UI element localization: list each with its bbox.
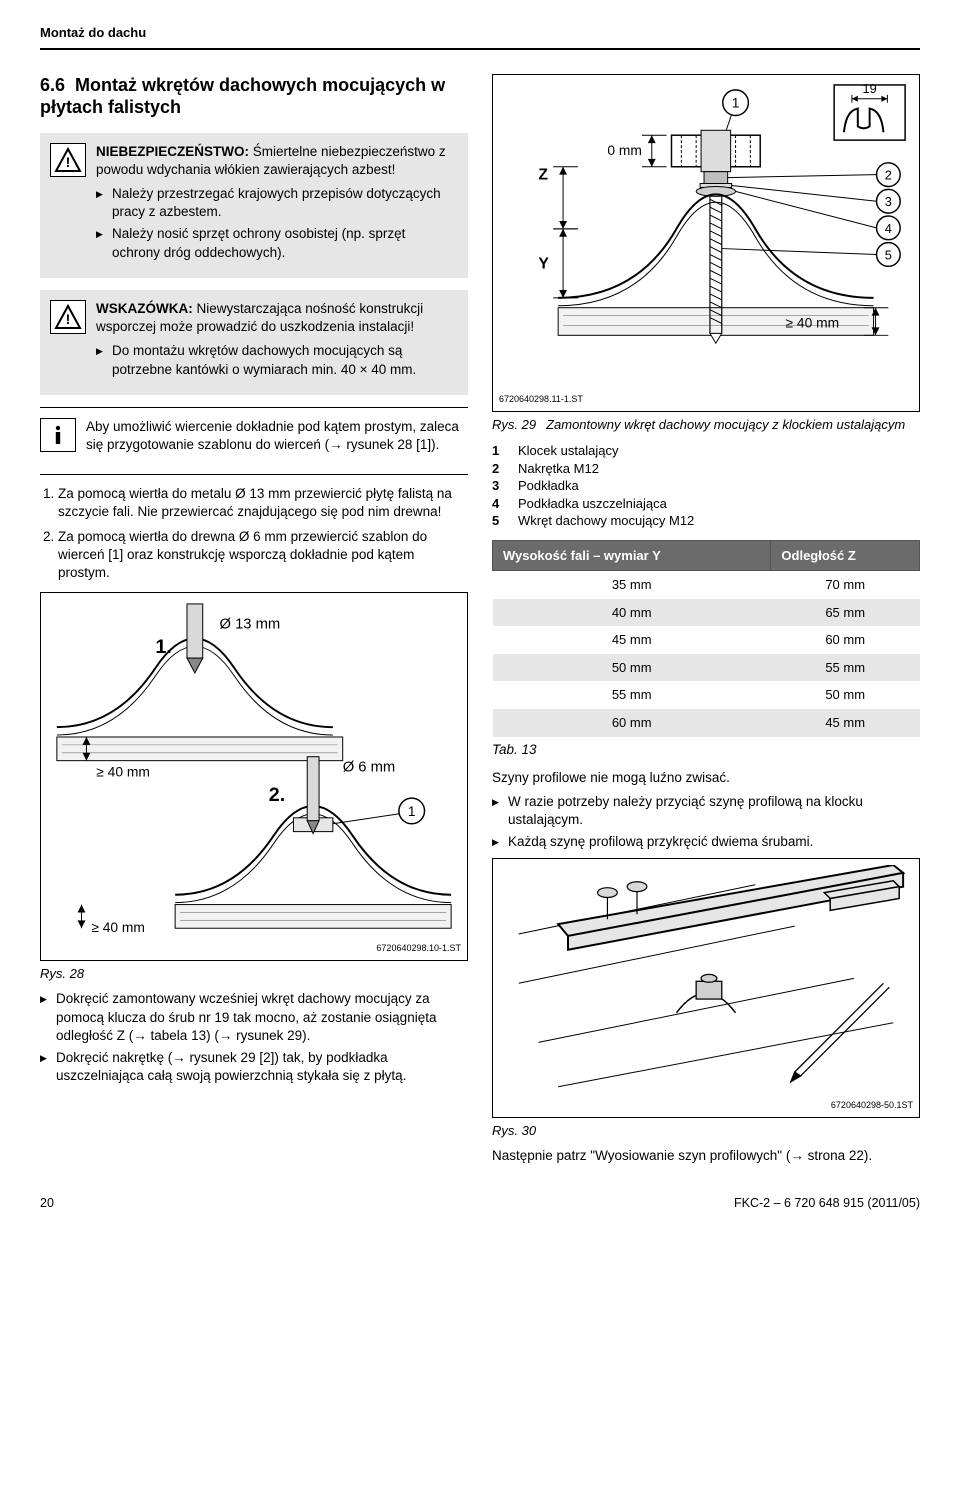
info-text: Aby umożliwić wiercenie dokładnie pod ką… xyxy=(86,418,468,454)
table-13: Wysokość fali – wymiar Y Odległość Z 35 … xyxy=(492,540,920,737)
fig30-caption: Rys. 30 xyxy=(492,1122,920,1140)
section-title: Montaż wkrętów dachowych mocujących w pł… xyxy=(40,75,445,118)
svg-text:!: ! xyxy=(66,154,71,170)
danger-bullet: Należy nosić sprzęt ochrony osobistej (n… xyxy=(96,225,456,261)
step-item: Za pomocą wiertła do metalu Ø 13 mm prze… xyxy=(58,485,468,521)
divider xyxy=(40,474,468,475)
danger-notice: ! NIEBEZPIECZEŃSTWO: Śmiertelne niebezpi… xyxy=(40,133,468,278)
svg-text:Y: Y xyxy=(538,255,549,272)
hint-notice: ! WSKAZÓWKA: Niewystarczająca nośność ko… xyxy=(40,290,468,395)
info-icon xyxy=(40,418,76,452)
svg-text:2.: 2. xyxy=(269,784,285,806)
next-text: Następnie patrz "Wyosiowanie szyn profil… xyxy=(492,1147,920,1165)
danger-label: NIEBEZPIECZEŃSTWO: xyxy=(96,144,249,159)
svg-text:0 mm: 0 mm xyxy=(607,142,641,157)
figure-30-svg xyxy=(499,865,913,1092)
svg-text:1.: 1. xyxy=(155,636,171,658)
svg-text:19: 19 xyxy=(863,81,877,96)
section-heading: 6.6Montaż wkrętów dachowych mocujących w… xyxy=(40,74,468,119)
rails-intro: Szyny profilowe nie mogą luźno zwisać. xyxy=(492,769,920,787)
info-notice: Aby umożliwić wiercenie dokładnie pod ką… xyxy=(40,418,468,462)
bullet-item: Dokręcić nakrętkę (→ rysunek 29 [2]) tak… xyxy=(40,1049,468,1085)
hint-label: WSKAZÓWKA: xyxy=(96,301,193,316)
left-column: 6.6Montaż wkrętów dachowych mocujących w… xyxy=(40,68,468,1166)
step-item: Za pomocą wiertła do drewna Ø 6 mm przew… xyxy=(58,528,468,583)
table-header: Wysokość fali – wymiar Y xyxy=(493,540,771,571)
page-number: 20 xyxy=(40,1195,54,1212)
rails-bullets: W razie potrzeby należy przyciąć szynę p… xyxy=(492,793,920,852)
hint-bullet: Do montażu wkrętów dachowych mocujących … xyxy=(96,342,456,378)
divider xyxy=(40,407,468,408)
warning-triangle-icon: ! xyxy=(50,300,86,334)
svg-text:5: 5 xyxy=(885,247,892,262)
footer-doc-id: FKC-2 – 6 720 648 915 (2011/05) xyxy=(734,1195,920,1212)
table13-caption: Tab. 13 xyxy=(492,741,920,759)
danger-bullet: Należy przestrzegać krajowych przepisów … xyxy=(96,185,456,221)
danger-bullets: Należy przestrzegać krajowych przepisów … xyxy=(96,185,456,262)
fig29-caption: Rys. 29Zamontowny wkręt dachowy mocujący… xyxy=(492,416,920,434)
fig28-caption: Rys. 28 xyxy=(40,965,468,983)
bullet-item: W razie potrzeby należy przyciąć szynę p… xyxy=(492,793,920,829)
svg-text:Z: Z xyxy=(538,166,548,183)
svg-text:≥ 40 mm: ≥ 40 mm xyxy=(786,315,840,330)
figure-28-svg: ≥ 40 mm 1. Ø 13 mm 2. Ø 6 mm xyxy=(47,599,461,934)
svg-text:2: 2 xyxy=(885,167,892,182)
warning-triangle-icon: ! xyxy=(50,143,86,177)
table-header: Odległość Z xyxy=(771,540,920,571)
bullet-item: Każdą szynę profilową przykręcić dwiema … xyxy=(492,833,920,851)
fig29-code: 6720640298.11-1.ST xyxy=(499,393,913,405)
svg-text:≥ 40 mm: ≥ 40 mm xyxy=(91,920,145,934)
fig28-code: 6720640298.10-1.ST xyxy=(47,942,461,954)
svg-text:Ø 13 mm: Ø 13 mm xyxy=(220,617,281,633)
figure-29: 19 1 0 mm xyxy=(492,74,920,413)
fig28-min-1: ≥ 40 mm xyxy=(96,765,150,780)
hint-bullets: Do montażu wkrętów dachowych mocujących … xyxy=(96,342,456,378)
steps-list: Za pomocą wiertła do metalu Ø 13 mm prze… xyxy=(40,485,468,582)
top-rule xyxy=(40,48,920,50)
bullet-item: Dokręcić zamontowany wcześniej wkręt dac… xyxy=(40,990,468,1045)
figure-28: ≥ 40 mm 1. Ø 13 mm 2. Ø 6 mm xyxy=(40,592,468,961)
section-number: 6.6 xyxy=(40,75,65,95)
fig29-legend: 1Klocek ustalający 2Nakrętka M12 3Podkła… xyxy=(492,442,920,530)
figure-30: 6720640298-50.1ST xyxy=(492,858,920,1118)
svg-text:4: 4 xyxy=(885,220,892,235)
svg-text:Ø 6 mm: Ø 6 mm xyxy=(343,760,396,776)
svg-text:1: 1 xyxy=(732,95,740,110)
svg-text:!: ! xyxy=(66,311,71,327)
after-fig28-bullets: Dokręcić zamontowany wcześniej wkręt dac… xyxy=(40,990,468,1085)
page-footer: 20 FKC-2 – 6 720 648 915 (2011/05) xyxy=(40,1194,920,1212)
figure-29-svg: 19 1 0 mm xyxy=(499,81,913,387)
svg-text:3: 3 xyxy=(885,194,892,209)
right-column: 19 1 0 mm xyxy=(492,68,920,1166)
running-header: Montaż do dachu xyxy=(40,24,920,42)
fig30-code: 6720640298-50.1ST xyxy=(499,1099,913,1111)
svg-text:1: 1 xyxy=(408,804,416,819)
